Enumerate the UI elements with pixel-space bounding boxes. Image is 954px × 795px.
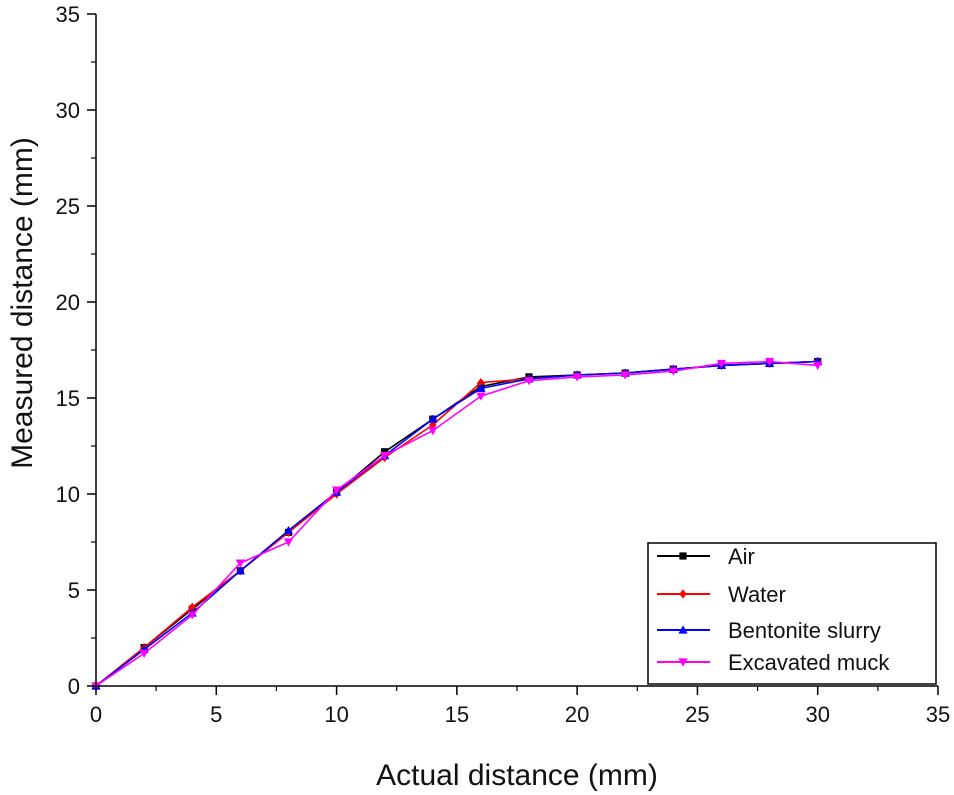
data-point-excavated-muck (765, 357, 775, 367)
data-point-excavated-muck (572, 373, 582, 382)
data-point-excavated-muck (716, 359, 727, 369)
y-tick-label: 30 (56, 98, 80, 123)
data-point-excavated-muck (476, 392, 486, 401)
y-tick-label: 25 (56, 194, 80, 219)
data-point-bentonite-slurry (235, 566, 245, 575)
x-tick-label: 35 (926, 702, 950, 727)
y-axis-ticks: 0 5 10 15 20 25 30 35 (56, 2, 96, 699)
legend-marker-water (679, 589, 687, 599)
y-tick-label: 0 (68, 674, 80, 699)
x-tick-label: 10 (324, 702, 348, 727)
legend-label-air: Air (728, 544, 755, 569)
plot-area: 0 5 10 15 20 25 30 35 0 5 10 15 20 25 30 35 (56, 2, 951, 727)
data-point-excavated-muck (428, 427, 438, 436)
y-tick-label: 5 (68, 578, 80, 603)
data-point-water (188, 602, 196, 612)
data-point-bentonite-slurry (283, 525, 294, 535)
series-layer (91, 356, 823, 691)
y-tick-label: 10 (56, 482, 80, 507)
legend-box (647, 542, 937, 685)
legend: Air Water Bentonite slurry Excavated muck (647, 542, 937, 685)
x-axis-label: Actual distance (mm) (376, 759, 658, 792)
data-point-excavated-muck (380, 452, 390, 461)
series-line-excavated-muck (95, 360, 818, 687)
y-tick-label: 35 (56, 2, 80, 27)
x-tick-label: 0 (90, 702, 102, 727)
x-tick-label: 15 (445, 702, 469, 727)
x-tick-label: 5 (210, 702, 222, 727)
legend-marker-air (679, 552, 687, 560)
legend-label-bentonite-slurry: Bentonite slurry (728, 618, 881, 643)
y-axis-label: Measured distance (mm) (6, 137, 39, 469)
data-point-excavated-muck (139, 649, 149, 658)
data-point-excavated-muck (235, 559, 245, 568)
data-point-excavated-muck (620, 371, 630, 380)
data-point-water (477, 378, 485, 388)
y-tick-label: 15 (56, 386, 80, 411)
x-axis-ticks: 0 5 10 15 20 25 30 35 (90, 686, 950, 727)
x-tick-label: 25 (685, 702, 709, 727)
data-point-excavated-muck (668, 367, 678, 376)
series-excavated-muck (91, 357, 823, 691)
x-tick-label: 20 (565, 702, 589, 727)
legend-label-excavated-muck: Excavated muck (728, 650, 890, 675)
x-tick-label: 30 (805, 702, 829, 727)
data-point-bentonite-slurry (428, 414, 438, 423)
legend-marker-excavated-muck (678, 658, 688, 667)
data-point-excavated-muck (524, 377, 534, 386)
data-point-excavated-muck (187, 611, 197, 620)
data-point-bentonite-slurry (476, 383, 486, 392)
y-tick-label: 20 (56, 290, 80, 315)
legend-marker-bentonite-slurry (678, 625, 688, 634)
data-point-excavated-muck (283, 538, 294, 547)
legend-label-water: Water (728, 582, 786, 607)
data-point-excavated-muck (331, 486, 342, 495)
data-point-excavated-muck (813, 361, 823, 370)
